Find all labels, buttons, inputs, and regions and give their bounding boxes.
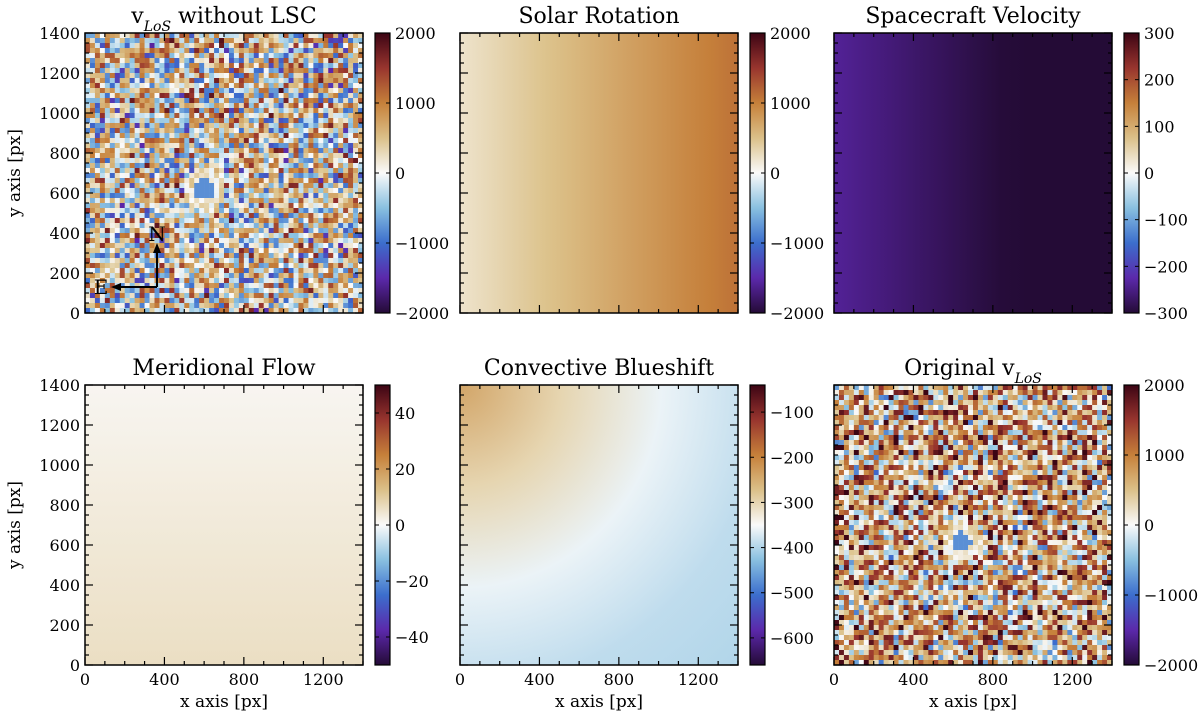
colorbar-tick-label: −500 xyxy=(770,584,814,603)
colorbar-tick-label: 20 xyxy=(395,460,415,479)
colorbar-tick-label: 0 xyxy=(770,164,780,183)
y-tick-label: 1000 xyxy=(39,104,80,123)
heatmap-image xyxy=(85,385,363,665)
x-tick-label: 400 xyxy=(149,670,180,689)
colorbar-tick-label: −100 xyxy=(770,403,814,422)
heatmap-image xyxy=(85,33,364,314)
compass-north-label: N xyxy=(148,222,166,246)
colorbar-tick-label: 2000 xyxy=(770,24,811,43)
y-tick-label: 1400 xyxy=(39,376,80,395)
x-tick-label: 400 xyxy=(524,670,555,689)
y-tick-label: 600 xyxy=(49,184,80,203)
colorbar-tick-label: −1000 xyxy=(1144,586,1198,605)
colorbar-tick-label: 300 xyxy=(1144,24,1175,43)
x-tick-label: 0 xyxy=(455,670,465,689)
heatmap-image xyxy=(460,33,738,313)
colorbar-tick-label: −400 xyxy=(770,539,814,558)
y-axis-label: y axis [px] xyxy=(5,481,25,570)
heatmap-image xyxy=(834,385,1113,666)
colorbar-tick-label: 0 xyxy=(1144,164,1154,183)
x-tick-label: 400 xyxy=(898,670,929,689)
panel-title: Solar Rotation xyxy=(518,4,679,29)
colorbar-tick-label: 0 xyxy=(395,516,405,535)
colorbar-tick-label: −40 xyxy=(395,628,429,647)
x-tick-label: 0 xyxy=(829,670,839,689)
heatmap-image xyxy=(834,33,1112,313)
colorbar-tick-label: −1000 xyxy=(770,234,824,253)
colorbar: −2000 −1000 0 1000 2000 xyxy=(374,24,449,323)
colorbar-tick-label: 40 xyxy=(395,404,415,423)
colorbar-tick-label: −200 xyxy=(770,448,814,467)
panel-p4: 0 400 800 1200 Convective Blueshift x axis [p… xyxy=(455,356,814,712)
y-tick-label: 0 xyxy=(70,304,80,323)
panel-p5: 0 400 800 1200 Original vLoS x axis [px] −2000… xyxy=(829,356,1198,712)
colorbar-tick-label: 200 xyxy=(1144,71,1175,90)
colorbar-tick-label: 1000 xyxy=(770,94,811,113)
heatmap-image xyxy=(460,385,738,665)
colorbar: −300 −200 −100 0 100 200 300 xyxy=(1123,24,1188,323)
colorbar-tick-label: −2000 xyxy=(770,304,824,323)
y-tick-label: 400 xyxy=(49,576,80,595)
colorbar-tick-label: 100 xyxy=(1144,117,1175,136)
x-axis-label: x axis [px] xyxy=(555,692,643,712)
colorbar: −40 −20 0 20 40 xyxy=(374,384,429,666)
x-tick-label: 800 xyxy=(604,670,635,689)
compass-east-label: E xyxy=(94,275,109,299)
y-tick-label: 1000 xyxy=(39,456,80,475)
y-tick-label: 1400 xyxy=(39,24,80,43)
x-tick-label: 800 xyxy=(229,670,260,689)
x-tick-label: 1200 xyxy=(303,670,344,689)
panel-title: vLoS without LSC xyxy=(130,4,316,35)
colorbar-tick-label: 2000 xyxy=(1144,376,1185,395)
y-tick-label: 0 xyxy=(70,656,80,675)
panel-title: Spacecraft Velocity xyxy=(865,4,1081,29)
x-tick-label: 1200 xyxy=(678,670,719,689)
panel-p0: 0 200 400 600 800 1000 1200 1400 vLoS without LS… xyxy=(5,4,449,323)
y-tick-label: 1200 xyxy=(39,64,80,83)
colorbar-tick-label: −20 xyxy=(395,572,429,591)
y-tick-label: 800 xyxy=(49,496,80,515)
panel-title: Convective Blueshift xyxy=(484,356,714,381)
x-axis-label: x axis [px] xyxy=(929,692,1017,712)
colorbar-tick-label: 1000 xyxy=(395,94,436,113)
colorbar-tick-label: −2000 xyxy=(1144,656,1198,675)
panel-title: Meridional Flow xyxy=(132,356,315,381)
y-tick-label: 400 xyxy=(49,224,80,243)
colorbar-tick-label: −300 xyxy=(1144,304,1188,323)
colorbar-tick-label: 0 xyxy=(395,164,405,183)
panel-title: Original vLoS xyxy=(904,356,1042,387)
colorbar-tick-label: −100 xyxy=(1144,211,1188,230)
y-tick-label: 1200 xyxy=(39,416,80,435)
x-tick-label: 800 xyxy=(978,670,1009,689)
compass-indicator: NE xyxy=(94,222,166,299)
panel-p1: Solar Rotation −2000 −1000 0 1000 2000 xyxy=(459,4,824,323)
colorbar-tick-label: −200 xyxy=(1144,257,1188,276)
colorbar: −2000 −1000 0 1000 2000 xyxy=(749,24,824,323)
colorbar: −2000 −1000 0 1000 2000 xyxy=(1123,376,1198,675)
x-tick-label: 0 xyxy=(80,670,90,689)
y-tick-label: 800 xyxy=(49,144,80,163)
panel-p3: 0 400 800 12000200400600800100012001400Meri… xyxy=(5,356,429,712)
colorbar-tick-label: −1000 xyxy=(395,234,449,253)
panel-p2: Spacecraft Velocity −300 −200 −100 0 100 200 30… xyxy=(833,4,1188,323)
y-tick-label: 600 xyxy=(49,536,80,555)
colorbar-tick-label: −600 xyxy=(770,629,814,648)
y-axis-label: y axis [px] xyxy=(5,129,25,218)
colorbar: −600 −500 −400 −300 −200 −100 xyxy=(749,384,814,666)
y-tick-label: 200 xyxy=(49,264,80,283)
colorbar-tick-label: 1000 xyxy=(1144,446,1185,465)
x-tick-label: 1200 xyxy=(1052,670,1093,689)
colorbar-tick-label: 2000 xyxy=(395,24,436,43)
colorbar-tick-label: −300 xyxy=(770,493,814,512)
colorbar-tick-label: 0 xyxy=(1144,516,1154,535)
x-axis-label: x axis [px] xyxy=(180,692,268,712)
colorbar-tick-label: −2000 xyxy=(395,304,449,323)
y-tick-label: 200 xyxy=(49,616,80,635)
